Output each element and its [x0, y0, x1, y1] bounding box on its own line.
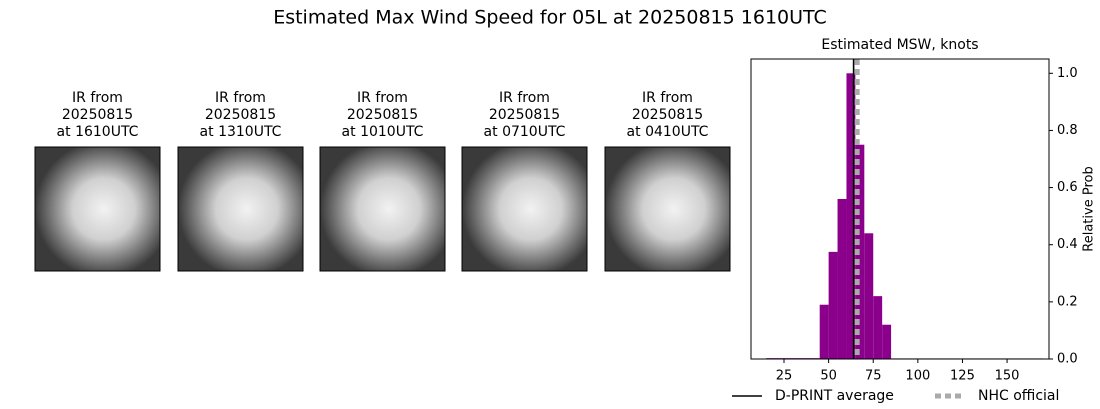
x-tick-label: 75: [865, 369, 882, 384]
panel-caption: at 1010UTC: [342, 124, 424, 140]
bar: [873, 296, 883, 359]
y-tick-label: 0.8: [1057, 123, 1078, 138]
x-tick-label: 125: [950, 369, 975, 384]
satellite-image: [604, 146, 731, 272]
y-tick-label: 0.0: [1057, 352, 1078, 367]
satellite-image: [177, 146, 304, 272]
legend-label: D-PRINT average: [775, 388, 894, 404]
bar: [855, 144, 865, 359]
y-tick-label: 0.2: [1057, 294, 1078, 309]
y-axis-label: Relative Prob: [1082, 166, 1097, 251]
plot-frame: [750, 58, 1050, 360]
legend-label: NHC official: [978, 388, 1059, 404]
panel-caption: at 0710UTC: [484, 124, 566, 140]
bar: [819, 304, 829, 359]
panel-caption: 20250815: [632, 107, 703, 123]
x-tick-label: 50: [820, 369, 837, 384]
satellite-image: [319, 146, 446, 272]
satellite-image: [34, 146, 161, 272]
panel-caption: IR from: [72, 90, 123, 106]
x-tick-label: 25: [776, 369, 793, 384]
panel-caption: 20250815: [347, 107, 418, 123]
panel-caption: at 1310UTC: [200, 124, 282, 140]
bar: [882, 324, 892, 359]
panel-caption: IR from: [215, 90, 266, 106]
panel-caption: at 1610UTC: [57, 124, 139, 140]
y-tick-label: 1.0: [1057, 66, 1078, 81]
panel-caption: 20250815: [205, 107, 276, 123]
bar: [837, 199, 847, 359]
panel-caption: IR from: [357, 90, 408, 106]
y-tick-label: 0.6: [1057, 180, 1078, 195]
panel-caption: IR from: [499, 90, 550, 106]
panel-caption: at 0410UTC: [627, 124, 709, 140]
bar: [846, 73, 856, 360]
axes-title: Estimated MSW, knots: [821, 37, 978, 53]
x-tick-label: 100: [905, 369, 930, 384]
panel-caption: 20250815: [489, 107, 560, 123]
panel-caption: IR from: [642, 90, 693, 106]
figure-title: Estimated Max Wind Speed for 05L at 2025…: [273, 7, 827, 29]
panel-caption: 20250815: [62, 107, 133, 123]
bar: [828, 251, 838, 359]
satellite-image: [461, 146, 588, 272]
x-tick-label: 150: [995, 369, 1020, 384]
y-tick-label: 0.4: [1057, 237, 1078, 252]
bar: [864, 233, 874, 359]
